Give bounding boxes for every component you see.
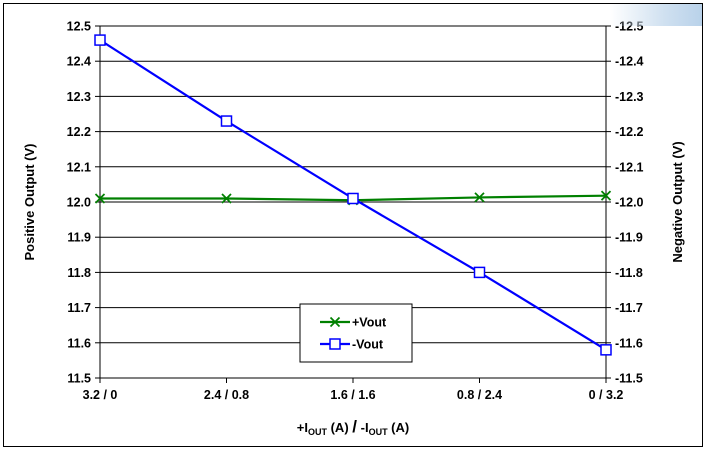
right-tick-label: -12.2 [615,125,644,139]
x-axis-label: +IOUT (A) / -IOUT (A) [297,417,409,437]
data-point-vout [94,193,106,204]
right-tick-label: -11.8 [615,266,643,280]
x-label-slash: / [352,417,357,436]
right-tick-label: -11.5 [615,372,643,386]
x-label-main-1: +I [297,420,308,435]
right-tick-label: -12.1 [615,160,644,174]
legend-label-vout: -Vout [352,338,384,352]
left-tick-label: 12.4 [67,55,91,69]
chart: 11.5 11.6 11.7 11.8 11.9 12.0 12.1 12.2 12.3 12.4… [22,20,685,438]
x-label-unit-2: (A) [388,420,410,435]
data-point-vout [347,192,359,205]
left-tick-label: 12.0 [67,196,91,210]
data-point-vout [221,193,232,204]
right-tick-label: -11.6 [615,336,643,350]
left-tick-label: 11.8 [67,266,91,280]
right-tick-label: -12.0 [615,196,644,210]
data-point-vout [474,192,485,203]
x-axis-ticks: 3.2 / 0 2.4 / 0.8 1.6 / 1.6 0.8 / 2.4 0 / 3.… [83,378,624,402]
right-axis-ticks: -11.5 -11.6 -11.7 -11.8 -11.9 -12.0 -12.1 -12.2… [606,20,644,386]
corner-decoration [610,4,702,26]
legend: +Vout -Vout [299,303,413,363]
left-tick-label: 11.9 [67,231,91,245]
left-tick-label: 11.5 [67,372,91,386]
right-tick-label: -11.7 [615,301,643,315]
legend-marker-vout [329,316,341,328]
data-point-vout [220,115,233,127]
right-axis-label: Negative Output (V) [670,141,685,262]
x-tick-label: 2.4 / 0.8 [204,388,249,402]
chart-frame: 11.5 11.6 11.7 11.8 11.9 12.0 12.1 12.2 12.3 12.4… [3,3,703,447]
x-tick-label: 0.8 / 2.4 [457,388,502,402]
x-label-sub-1: OUT [308,427,328,437]
x-label-main-2: -I [357,420,369,435]
left-tick-label: 12.1 [67,160,91,174]
data-point-vout [600,190,612,201]
legend-box [299,303,413,363]
legend-items: +Vout -Vout [320,316,387,352]
right-tick-label: -12.3 [615,90,644,104]
x-label-sub-2: OUT [369,427,389,437]
legend-label-vout: +Vout [352,316,387,330]
left-axis-label: Positive Output (V) [22,144,37,261]
x-tick-label: 0 / 3.2 [589,388,624,402]
left-tick-label: 12.5 [67,20,91,34]
left-tick-label: 11.6 [67,336,91,350]
series-layer [94,34,612,356]
x-tick-label: 1.6 / 1.6 [330,388,375,402]
right-tick-label: -11.9 [615,231,643,245]
x-tick-label: 3.2 / 0 [83,388,118,402]
data-point-vout [600,344,612,356]
left-tick-label: 12.2 [67,125,91,139]
data-point-vout [94,34,106,46]
right-tick-label: -12.4 [615,55,644,69]
left-tick-label: 12.3 [67,90,91,104]
x-label-unit-1: (A) [327,420,352,435]
legend-marker-vout [329,338,341,350]
data-point-vout [473,266,486,279]
left-axis-ticks: 11.5 11.6 11.7 11.8 11.9 12.0 12.1 12.2 12.3 12.4… [67,20,100,386]
left-tick-label: 11.7 [67,301,91,315]
